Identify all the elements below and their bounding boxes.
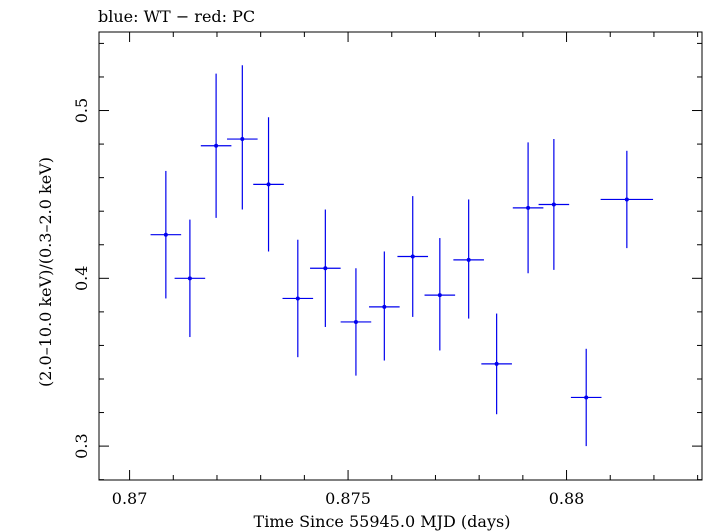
data-point [481,313,512,415]
data-point [200,73,232,218]
point-marker [295,296,300,301]
x-axis-label: Time Since 55945.0 MJD (days) [254,512,511,531]
data-point [369,251,400,361]
data-points [150,65,654,447]
y-axis-label: (2.0–10.0 keV)/(0.3–2.0 keV) [36,157,55,387]
point-marker [353,319,358,324]
data-point [150,170,182,299]
point-marker [437,293,442,298]
point-marker [323,266,328,271]
x-tick-label: 0.87 [112,489,148,508]
point-marker [163,232,168,237]
x-tick-label: 0.875 [325,489,371,508]
point-marker [494,361,499,366]
data-point [227,65,258,210]
y-tick-label: 0.4 [72,266,91,291]
point-marker [466,257,471,262]
data-point [310,209,341,327]
data-point [512,142,544,274]
x-tick-label: 0.88 [549,489,585,508]
point-marker [551,202,556,207]
point-marker [214,143,219,148]
data-point [600,150,654,249]
data-point [538,139,570,270]
point-marker [382,304,387,309]
data-point [453,199,484,319]
y-tick-label: 0.5 [72,98,91,123]
data-point [282,239,314,358]
point-marker [266,182,271,187]
data-point [570,348,602,447]
x-axis-ticks: 0.87 0.875 0.88 [112,32,699,508]
data-point [340,268,372,376]
point-marker [624,197,629,202]
data-point [174,219,206,338]
point-marker [584,395,589,400]
chart-title: blue: WT − red: PC [98,7,255,26]
point-marker [240,137,245,142]
data-point [424,238,456,351]
point-marker [410,254,415,259]
data-point [397,196,429,317]
point-marker [187,276,192,281]
plot-frame [98,31,703,481]
data-point [253,117,284,252]
y-tick-label: 0.3 [72,433,91,458]
point-marker [526,205,531,210]
y-axis-ticks: 0.3 0.4 0.5 [72,42,702,481]
